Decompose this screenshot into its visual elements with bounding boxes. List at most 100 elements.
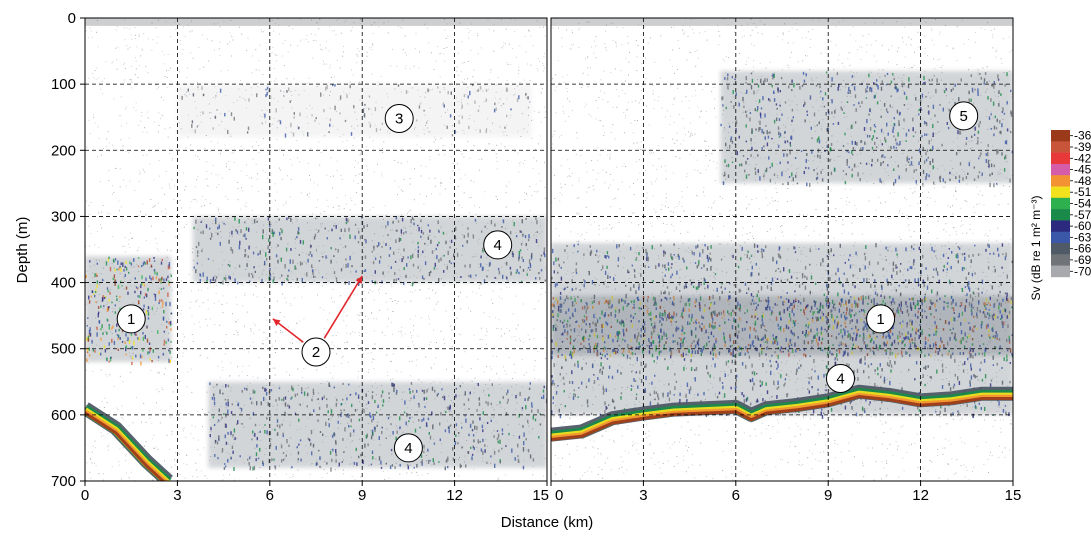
layer-speck	[457, 442, 459, 445]
layer-speck	[319, 456, 321, 461]
noise-speck	[456, 201, 458, 202]
noise-speck	[481, 346, 483, 348]
layer-speck	[445, 411, 447, 413]
layer-speck	[439, 91, 441, 93]
layer-speck	[169, 301, 171, 307]
noise-speck	[638, 224, 640, 226]
noise-speck	[122, 219, 124, 221]
noise-speck	[180, 313, 182, 315]
noise-speck	[174, 21, 176, 23]
layer-speck	[275, 445, 277, 450]
layer-speck	[381, 246, 383, 248]
layer-speck	[544, 279, 547, 282]
noise-speck	[904, 197, 906, 199]
noise-speck	[103, 148, 104, 149]
noise-speck	[392, 311, 394, 312]
layer-speck	[374, 107, 377, 112]
layer-speck	[531, 402, 533, 406]
noise-speck	[305, 38, 307, 40]
noise-speck	[172, 323, 174, 325]
layer-speck	[242, 234, 245, 237]
noise-speck	[532, 167, 534, 169]
noise-speck	[138, 64, 140, 66]
layer-speck	[141, 356, 143, 358]
noise-speck	[458, 204, 460, 206]
noise-speck	[751, 225, 753, 227]
noise-speck	[271, 52, 273, 54]
layer-speck	[254, 390, 256, 394]
noise-speck	[782, 32, 784, 34]
noise-speck	[835, 44, 837, 46]
noise-speck	[428, 344, 430, 346]
noise-speck	[217, 209, 219, 211]
noise-speck	[323, 328, 325, 329]
noise-speck	[198, 289, 199, 291]
noise-speck	[153, 121, 155, 123]
layer-speck	[152, 349, 154, 353]
layer-speck	[119, 295, 121, 299]
noise-speck	[956, 459, 958, 461]
noise-speck	[910, 236, 912, 238]
layer-speck	[154, 270, 156, 275]
noise-speck	[725, 476, 727, 478]
layer-speck	[499, 439, 501, 444]
noise-speck	[691, 464, 693, 466]
noise-speck	[224, 83, 226, 85]
noise-speck	[289, 159, 291, 161]
noise-speck	[361, 203, 363, 205]
noise-speck	[795, 423, 797, 425]
layer-speck	[252, 466, 254, 471]
noise-speck	[481, 158, 483, 160]
noise-speck	[149, 418, 151, 419]
layer-speck	[420, 454, 423, 458]
noise-speck	[115, 167, 117, 169]
layer-speck	[107, 258, 109, 262]
noise-speck	[190, 433, 192, 435]
layer-speck	[263, 396, 265, 401]
noise-speck	[257, 191, 259, 193]
noise-speck	[272, 367, 274, 369]
layer-speck	[543, 385, 545, 389]
layer-speck	[210, 427, 212, 431]
noise-speck	[319, 164, 321, 166]
noise-speck	[544, 197, 546, 199]
noise-speck	[503, 45, 505, 47]
noise-speck	[780, 226, 781, 228]
layer-speck	[417, 224, 419, 227]
noise-speck	[624, 450, 626, 452]
noise-speck	[359, 18, 361, 20]
noise-speck	[215, 285, 217, 287]
noise-speck	[709, 225, 711, 227]
layer-speck	[394, 260, 397, 263]
layer-speck	[424, 242, 426, 245]
layer-speck	[394, 272, 396, 276]
noise-speck	[439, 213, 441, 215]
layer-speck	[265, 252, 267, 257]
layer-speck	[286, 277, 288, 281]
layer-speck	[529, 269, 531, 271]
layer-speck	[424, 405, 426, 408]
noise-speck	[605, 148, 606, 150]
layer-speck	[420, 235, 422, 238]
noise-speck	[289, 342, 291, 344]
layer-speck	[385, 437, 387, 439]
noise-speck	[229, 474, 230, 476]
noise-speck	[718, 30, 720, 32]
noise-speck	[90, 477, 92, 479]
noise-speck	[170, 471, 172, 473]
layer-speck	[524, 398, 526, 402]
noise-speck	[120, 139, 122, 141]
noise-speck	[182, 355, 184, 357]
noise-speck	[425, 297, 427, 299]
layer-speck	[279, 89, 282, 92]
noise-speck	[500, 19, 502, 21]
noise-speck	[451, 143, 453, 145]
layer-speck	[335, 459, 337, 463]
noise-speck	[219, 26, 221, 28]
noise-speck	[700, 111, 701, 113]
noise-speck	[515, 295, 517, 297]
noise-speck	[170, 36, 171, 38]
layer-speck	[207, 258, 210, 260]
noise-speck	[350, 197, 352, 199]
layer-speck	[158, 302, 160, 305]
